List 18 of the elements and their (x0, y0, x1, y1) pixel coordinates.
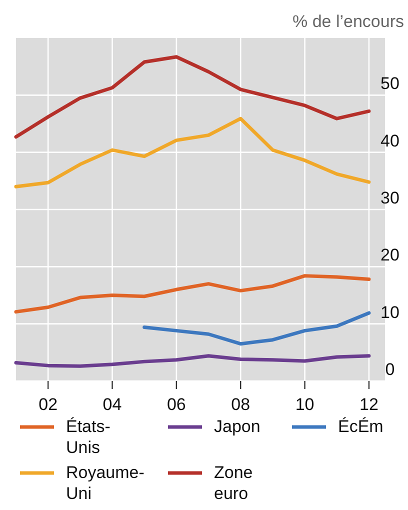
x-tick-label: 10 (295, 395, 314, 414)
legend-label: ÉcÉm (338, 417, 384, 436)
x-tick-label: 02 (38, 395, 58, 414)
y-tick-label: 0 (385, 360, 395, 379)
x-tick-label: 06 (166, 395, 186, 414)
legend-label: Royaume-Uni (66, 463, 144, 503)
legend-label: États-Unis (66, 417, 110, 457)
legend-label: Japon (214, 417, 260, 436)
y-tick-label: 30 (380, 188, 400, 208)
x-tick-label: 04 (102, 395, 122, 414)
x-tick-label: 08 (231, 395, 250, 414)
y-tick-label: 20 (380, 246, 400, 265)
y-axis-title: % de l’encours (292, 12, 404, 31)
y-tick-label: 10 (380, 302, 400, 322)
y-tick-label: 40 (380, 131, 400, 150)
y-tick-label: 50 (380, 74, 400, 94)
legend-label: Zone euro (214, 463, 253, 503)
x-tick-label: 12 (359, 395, 378, 414)
